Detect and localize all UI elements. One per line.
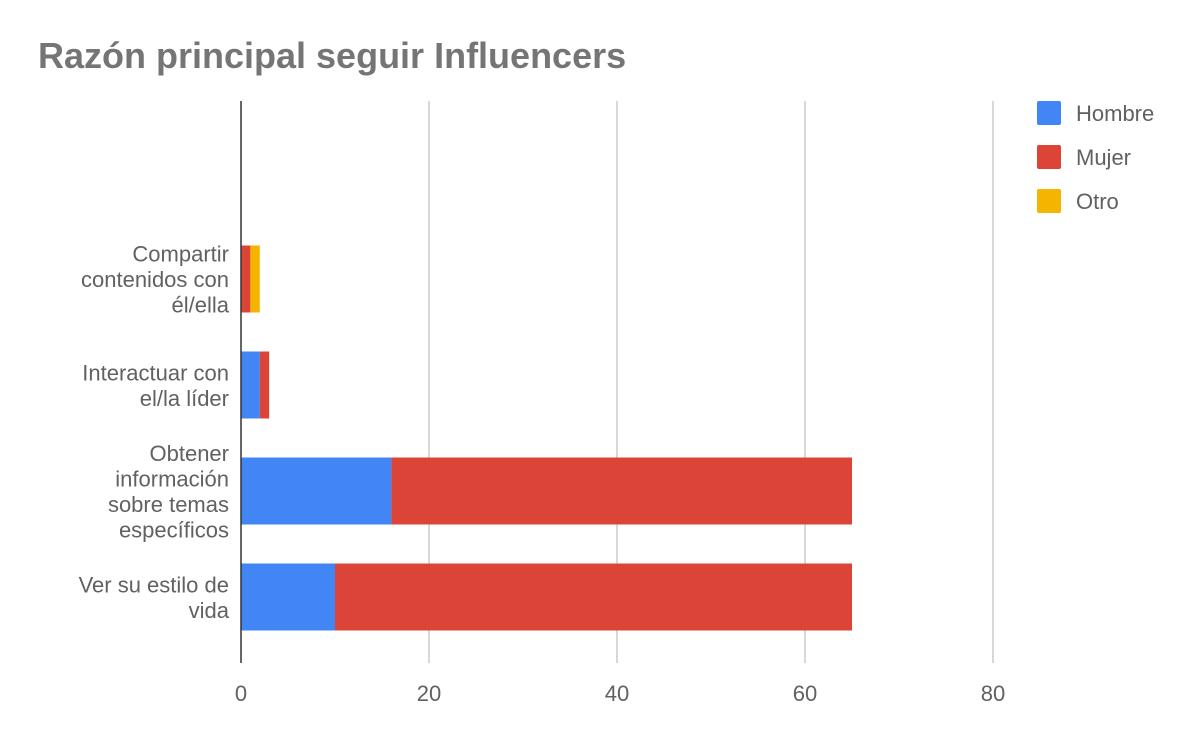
x-tick-label: 20 [417,681,441,706]
legend-swatch-otro [1037,189,1061,213]
legend-swatch-mujer [1037,145,1061,169]
legend: Hombre Mujer Otro [1037,101,1154,214]
category-label-line: vida [189,598,230,623]
bar-mujer-1[interactable] [259,351,270,419]
x-tick-label: 80 [981,681,1005,706]
category-label-line: contenidos con [81,267,229,292]
bar-mujer-3[interactable] [335,563,852,631]
category-label-line: él/ella [172,293,230,318]
bar-otro-0[interactable] [250,245,260,313]
category-label-line: Compartir [132,242,229,267]
category-label-line: específicos [119,517,229,542]
x-tick-label: 60 [793,681,817,706]
x-tick-labels: 0 20 40 60 80 [235,681,1005,706]
category-label-line: sobre temas [108,492,229,517]
category-label-line: Ver su estilo de [79,572,229,597]
chart-title: Razón principal seguir Influencers [38,35,626,76]
bar-hombre-1[interactable] [241,351,260,419]
legend-label-otro[interactable]: Otro [1076,189,1119,214]
x-tick-label: 40 [605,681,629,706]
category-label-line: información [115,466,229,491]
bar-hombre-3[interactable] [241,563,335,631]
x-tick-label: 0 [235,681,247,706]
legend-label-hombre[interactable]: Hombre [1076,101,1154,126]
bar-mujer-0[interactable] [241,245,251,313]
bar-hombre-2[interactable] [241,457,392,525]
category-label-line: Interactuar con [82,360,229,385]
bars [241,245,852,631]
bar-mujer-2[interactable] [391,457,852,525]
legend-label-mujer[interactable]: Mujer [1076,145,1131,170]
category-label-line: el/la líder [140,386,229,411]
legend-swatch-hombre [1037,101,1061,125]
category-label-line: Obtener [150,441,230,466]
